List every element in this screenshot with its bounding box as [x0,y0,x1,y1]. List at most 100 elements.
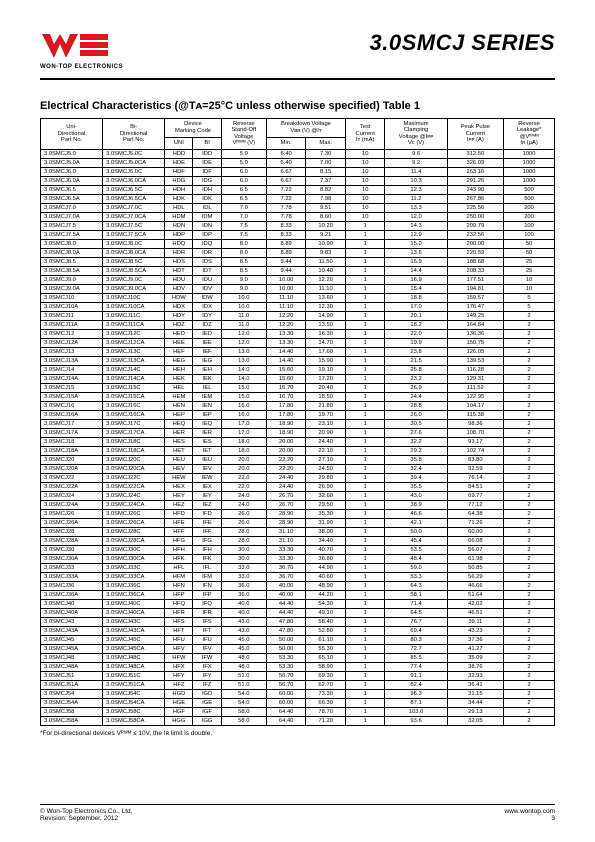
table-row: 3.0SMCJ20A3.0SMCJ20CAHEVIEV20.022.2024.5… [41,464,555,473]
table-row: 3.0SMCJ14A3.0SMCJ14CAHEKIEK14.015.6017.2… [41,374,555,383]
table-cell: HFY [165,671,193,680]
table-cell: 3.0SMCJ14C [103,365,165,374]
table-cell: HED [165,329,193,338]
table-title: Electrical Characteristics (@Tᴀ=25°C unl… [40,100,555,112]
table-cell: 3.0SMCJ18C [103,437,165,446]
table-cell: 1 [345,446,385,455]
table-cell: 7.22 [266,194,306,203]
table-cell: HGE [165,698,193,707]
table-cell: 2 [504,536,555,545]
table-cell: IEE [193,338,221,347]
footnote: *For bi-directional devices Vᴿᵂᴹ ≤ 10V, … [40,730,555,737]
table-row: 3.0SMCJ33A3.0SMCJ33CAHFMIFM33.036.7040.6… [41,572,555,581]
table-cell: 65.10 [306,653,346,662]
table-cell: 3.0SMCJ26C [103,509,165,518]
table-cell: 93.6 [385,716,447,725]
table-cell: HEW [165,473,193,482]
table-cell: 31.15 [447,689,503,698]
table-row: 3.0SMCJ403.0SMCJ40CHFQIFQ40.044.4054.301… [41,599,555,608]
table-row: 3.0SMCJ9.03.0SMCJ9.0CHDUIDU9.010.0012.20… [41,275,555,284]
table-cell: 10.0 [221,302,266,311]
table-row: 3.0SMCJ45A3.0SMCJ45CAHFVIFV45.050.0055.3… [41,644,555,653]
table-cell: 2 [504,473,555,482]
table-cell: 69.30 [306,671,346,680]
table-cell: 1 [345,338,385,347]
table-cell: 3.0SMCJ20C [103,455,165,464]
footer-right: www.wontop.com 3 [504,808,555,822]
table-cell: 3.0SMCJ16C [103,401,165,410]
table-cell: 1 [345,590,385,599]
table-row: 3.0SMCJ13A3.0SMCJ13CAHEGIEG13.014.4015.9… [41,356,555,365]
table-cell: 11.0 [221,311,266,320]
table-cell: 14.0 [221,365,266,374]
table-cell: 10 [345,212,385,221]
table-cell: 3.0SMCJ5.0C [103,149,165,158]
table-cell: 44.40 [266,608,306,617]
table-cell: 15.0 [221,392,266,401]
table-cell: 7.5 [221,230,266,239]
table-cell: 3.0SMCJ7.0 [41,203,103,212]
table-cell: 78.70 [306,707,346,716]
table-row: 3.0SMCJ54A3.0SMCJ54CAHGEIGE54.060.0066.3… [41,698,555,707]
table-row: 3.0SMCJ453.0SMCJ45CHFUIFU45.050.0061.101… [41,635,555,644]
table-cell: 164.84 [447,320,503,329]
table-cell: 1 [345,662,385,671]
table-cell: 3.0SMCJ6.5A [41,194,103,203]
table-cell: 3.0SMCJ24C [103,491,165,500]
table-cell: 29.80 [306,473,346,482]
table-cell: 2 [504,581,555,590]
table-cell: 43.0 [385,491,447,500]
table-cell: 20.00 [266,446,306,455]
table-row: 3.0SMCJ303.0SMCJ30CHFHIFH30.033.3040.701… [41,545,555,554]
table-cell: HEK [165,374,193,383]
table-cell: 150.75 [447,338,503,347]
table-cell: HFP [165,590,193,599]
table-cell: 7.00 [306,158,346,167]
table-cell: 3.0SMCJ17A [41,428,103,437]
table-cell: 16.9 [385,275,447,284]
table-cell: 15.4 [385,284,447,293]
col-uni: Uni-DirectionalPart No. [41,119,103,150]
table-cell: IFP [193,590,221,599]
table-row: 3.0SMCJ7.03.0SMCJ7.0CHDLIDL7.07.789.5110… [41,203,555,212]
table-cell: 20.1 [385,311,447,320]
table-cell: 9.6 [385,149,447,158]
table-cell: HEX [165,482,193,491]
table-cell: 3.0SMCJ6.0A [41,176,103,185]
table-cell: IDH [193,185,221,194]
table-cell: 56.70 [266,671,306,680]
table-cell: 24.40 [306,437,346,446]
table-cell: 2 [504,599,555,608]
table-cell: 1 [345,626,385,635]
table-cell: 3.0SMCJ43A [41,626,103,635]
table-cell: HDH [165,185,193,194]
table-cell: 46.6 [385,509,447,518]
table-cell: 35.5 [385,482,447,491]
table-cell: 3.0SMCJ7.0C [103,203,165,212]
table-cell: HGF [165,707,193,716]
table-cell: 3.0SMCJ8.0 [41,239,103,248]
table-cell: 1 [345,374,385,383]
table-cell: 250.00 [447,212,503,221]
table-cell: 3.0SMCJ48C [103,653,165,662]
table-cell: 6.67 [266,176,306,185]
table-cell: 19.70 [306,410,346,419]
table-cell: 9.44 [266,266,306,275]
table-cell: 27.6 [385,428,447,437]
table-cell: 76.14 [447,473,503,482]
table-cell: 53.30 [266,662,306,671]
page-number: 3 [551,815,555,822]
table-cell: 3.0SMCJ43 [41,617,103,626]
table-cell: 17.0 [221,428,266,437]
table-cell: 1 [345,311,385,320]
table-cell: 3.0SMCJ28A [41,536,103,545]
table-cell: HDU [165,275,193,284]
table-cell: 45.4 [385,536,447,545]
table-cell: HEU [165,455,193,464]
table-cell: HFV [165,644,193,653]
table-cell: 61.98 [447,554,503,563]
table-cell: HDS [165,257,193,266]
table-cell: 3.0SMCJ45C [103,635,165,644]
table-cell: 2 [504,653,555,662]
table-cell: 1 [345,221,385,230]
